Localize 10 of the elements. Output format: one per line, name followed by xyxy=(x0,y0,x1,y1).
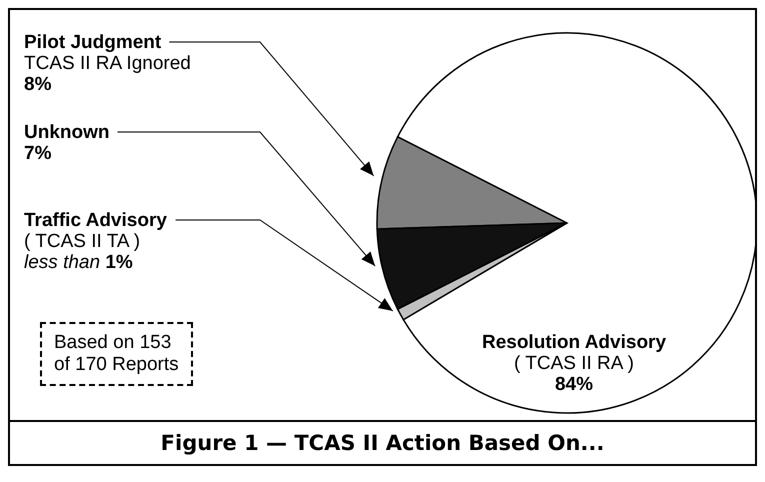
text: Figure 1 — TCAS II Action Based On... xyxy=(10,420,755,464)
data-label: 7% xyxy=(24,142,52,164)
text: Based on 153 of 170 Reports xyxy=(40,322,193,386)
slice-label: Pilot Judgment TCAS II RA Ignored xyxy=(24,32,191,74)
slice-label: Traffic Advisory ( TCAS II TA ) xyxy=(24,210,168,252)
data-label: less than 1% xyxy=(24,252,133,273)
slice-label: Resolution Advisory ( TCAS II RA ) xyxy=(482,332,666,374)
data-label: 84% xyxy=(554,374,594,395)
slice-label: Unknown xyxy=(24,122,110,143)
data-label: 8% xyxy=(24,74,52,95)
